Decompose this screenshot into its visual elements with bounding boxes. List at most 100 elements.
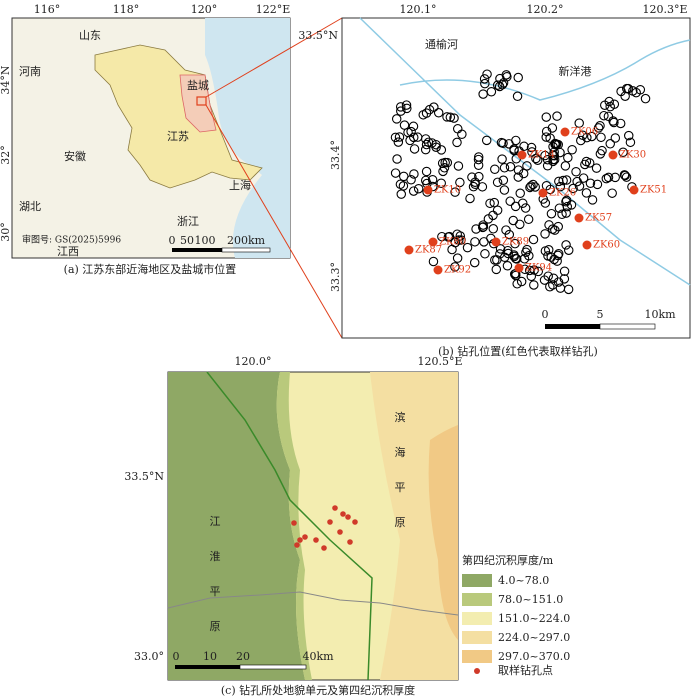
borehole [561, 208, 571, 218]
borehole [502, 72, 512, 82]
lat-label: 32° [0, 145, 12, 165]
borehole [558, 175, 568, 186]
map-frame [341, 17, 691, 339]
sample-label: ZK60 [593, 240, 620, 251]
scale-label: 10km [644, 308, 676, 321]
unit-label: 原 [395, 516, 406, 529]
borehole [609, 117, 619, 128]
borehole [554, 203, 565, 213]
borehole [596, 132, 606, 143]
borehole [499, 185, 510, 195]
sample-point [347, 539, 353, 545]
borehole [449, 113, 459, 123]
borehole [492, 255, 502, 265]
borehole [541, 132, 551, 142]
borehole [482, 69, 492, 79]
borehole [539, 275, 550, 285]
lon-label: 120.2° [527, 3, 564, 16]
borehole [394, 132, 405, 142]
borehole [423, 137, 434, 148]
borehole [467, 172, 477, 182]
borehole [433, 108, 444, 118]
borehole [551, 139, 562, 150]
zoom-line [205, 104, 343, 339]
scale-label: 0 [169, 234, 176, 247]
borehole [615, 118, 626, 129]
borehole [479, 74, 490, 84]
borehole [497, 154, 507, 164]
borehole [605, 139, 615, 149]
borehole [553, 277, 564, 287]
borehole [540, 246, 551, 256]
borehole [577, 130, 588, 140]
yancheng [179, 74, 217, 133]
borehole [436, 178, 446, 189]
legend-swatch [462, 650, 492, 663]
borehole [533, 266, 544, 277]
borehole [504, 229, 515, 240]
borehole [623, 83, 633, 94]
borehole [442, 112, 452, 122]
borehole [576, 135, 586, 146]
sample-label: ZK94 [525, 263, 552, 274]
borehole [541, 112, 552, 122]
lon-label: 122°E [256, 3, 291, 16]
sample-label: ZK57 [585, 213, 612, 224]
legend-swatch [462, 574, 492, 587]
unit-label: 滨 [395, 410, 406, 424]
borehole [509, 269, 520, 279]
borehole [513, 172, 524, 182]
sample-label: ZK06 [571, 127, 598, 138]
borehole [470, 237, 480, 247]
sample-point [321, 545, 327, 551]
borehole [528, 234, 539, 245]
borehole [580, 159, 590, 170]
borehole [510, 238, 520, 249]
lat-label: 33.3° [329, 262, 342, 292]
borehole [477, 182, 488, 192]
borehole [552, 256, 562, 266]
borehole [548, 150, 558, 161]
place-label: 浙江 [177, 215, 199, 228]
borehole [486, 87, 497, 97]
borehole [437, 231, 447, 242]
borehole [409, 144, 420, 154]
borehole [393, 137, 404, 147]
borehole [581, 188, 592, 198]
sample-label: ZK87 [415, 245, 442, 256]
borehole [567, 145, 577, 155]
borehole [553, 250, 563, 261]
borehole [623, 130, 634, 141]
borehole [492, 205, 503, 215]
borehole [398, 181, 409, 191]
borehole [563, 245, 574, 255]
legend-label: 297.0~370.0 [498, 650, 570, 663]
lat-label: 30° [0, 222, 12, 242]
sample-borehole [491, 237, 501, 247]
lon-label: 120.1° [400, 3, 437, 16]
sample-point [294, 542, 300, 548]
scale-bar [239, 664, 307, 670]
sample-label: ZK89 [502, 237, 529, 248]
borehole [631, 87, 641, 98]
borehole [526, 271, 537, 282]
lon-label: 120.3°E [642, 3, 687, 16]
sample-borehole [428, 237, 438, 247]
borehole [497, 79, 508, 90]
borehole [491, 264, 502, 275]
legend-swatch [462, 631, 492, 644]
borehole [495, 249, 505, 259]
borehole [553, 221, 563, 232]
borehole [603, 111, 614, 122]
borehole [618, 147, 628, 158]
lon-label: 120° [191, 3, 218, 16]
borehole [528, 179, 538, 190]
sample-point [337, 529, 343, 535]
borehole [406, 174, 416, 185]
lat-label: 33.0° [134, 650, 164, 663]
borehole [574, 181, 585, 191]
sample-borehole [560, 127, 570, 137]
legend-label: 78.0~151.0 [498, 593, 563, 606]
unit-boundary [206, 371, 373, 681]
borehole [625, 137, 636, 148]
